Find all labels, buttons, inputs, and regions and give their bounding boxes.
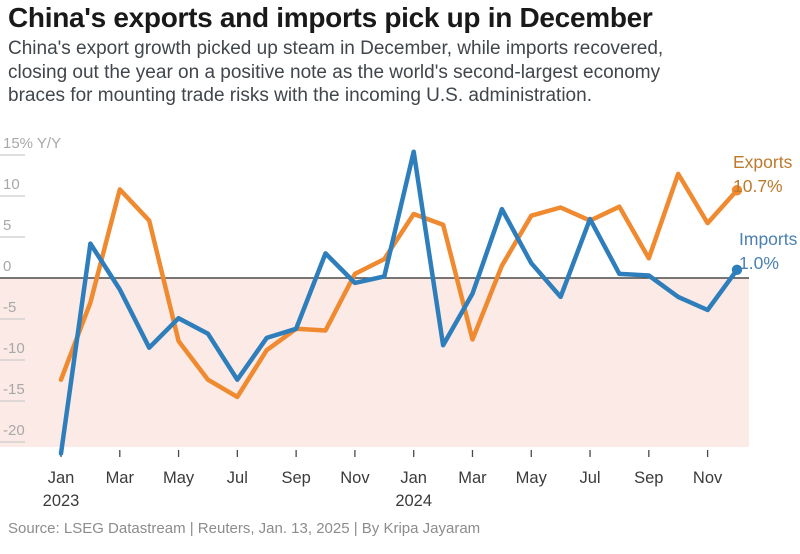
x-tick-label: Jul [579, 469, 600, 487]
x-tick-label: Mar [106, 469, 135, 487]
y-tick-label: 5 [3, 217, 11, 234]
y-tick-label: -5 [3, 299, 16, 316]
imports-latest-value: 1.0% [739, 253, 779, 273]
x-tick-label: Nov [693, 469, 723, 487]
x-tick-label: Jul [227, 469, 248, 487]
exports-latest-value: 10.7% [733, 176, 783, 196]
exports-end-dot [731, 185, 743, 196]
x-tick-label: Sep [281, 469, 310, 487]
imports-end-dot [731, 264, 743, 275]
imports-series-label: Imports [739, 229, 798, 249]
y-tick-label: -20 [3, 422, 25, 439]
exports-series-label: Exports [733, 152, 793, 172]
subtitle-line-3: braces for mounting trade risks with the… [8, 85, 592, 106]
source-attribution: Source: LSEG Datastream | Reuters, Jan. … [8, 520, 481, 537]
chart-area: 15% Y/Y 10 5 0 -5 -10 -15 -20 Jan 2023 Mar May Jul Se… [0, 130, 800, 522]
subtitle-line-2: closing out the year on a positive note … [8, 61, 661, 83]
trade-line-chart: 15% Y/Y 10 5 0 -5 -10 -15 -20 Jan 2023 Mar May Jul Se… [0, 135, 798, 510]
x-year-label: 2023 [43, 492, 80, 510]
x-tick-label: May [516, 469, 548, 487]
x-tick-label: Jan [48, 469, 75, 487]
y-tick-label: 15% Y/Y [3, 135, 61, 152]
y-tick-label: -15 [3, 381, 25, 398]
x-tick-label: May [163, 469, 195, 487]
chart-subtitle: China's export growth picked up steam in… [8, 37, 663, 108]
y-tick-label: 0 [3, 258, 11, 275]
x-tick-label: Jan [400, 469, 427, 487]
x-tick-label: Nov [340, 469, 370, 487]
negative-region-shading [0, 278, 749, 447]
x-tick-label: Mar [458, 469, 487, 487]
x-year-label: 2024 [395, 492, 432, 510]
x-tick-label: Sep [634, 469, 663, 487]
y-tick-label: 10 [3, 176, 20, 193]
subtitle-line-1: China's export growth picked up steam in… [8, 38, 664, 59]
imports-line [58, 149, 740, 456]
y-tick-label: -10 [3, 340, 25, 357]
chart-title: China's exports and imports pick up in D… [8, 2, 653, 33]
